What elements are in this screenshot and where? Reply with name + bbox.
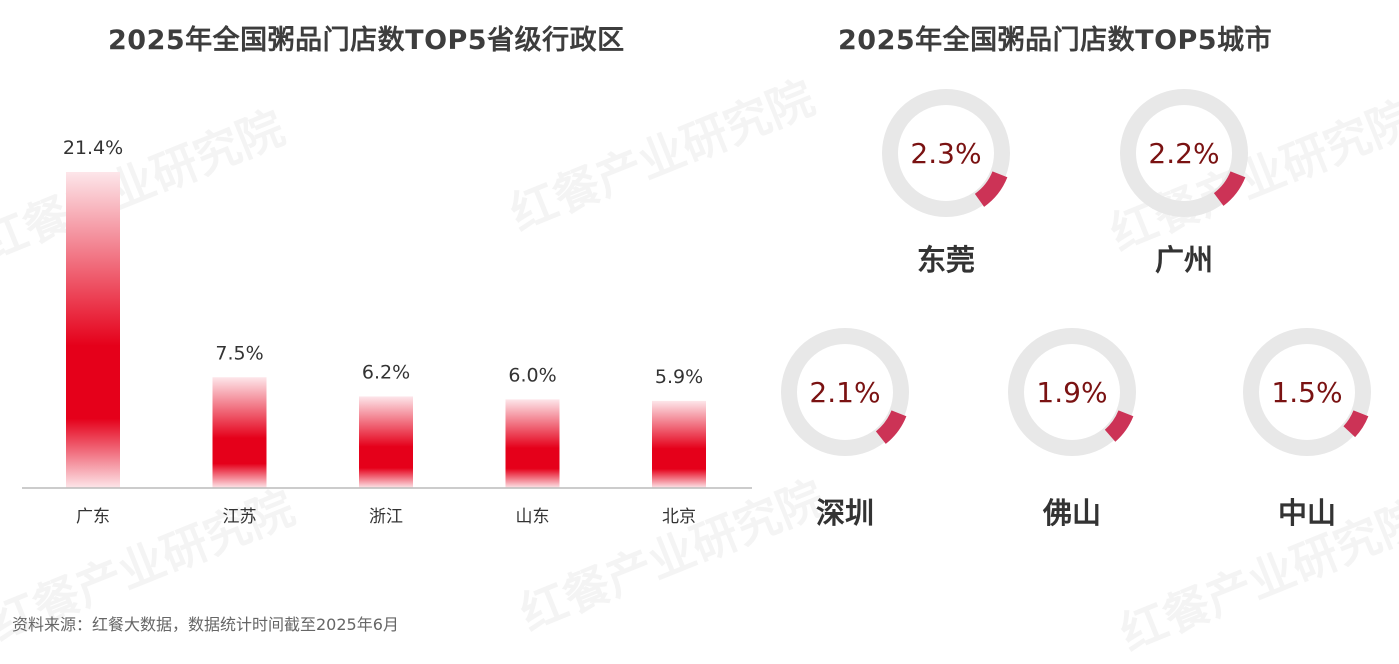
donut-ring	[781, 328, 909, 456]
donut-wedge	[1104, 410, 1134, 442]
donut-value-label: 2.2%	[1148, 136, 1220, 170]
donut-ring	[1243, 328, 1371, 456]
donut-wedge	[1213, 171, 1246, 206]
donut-中山: 1.5%	[1237, 322, 1377, 462]
donut-深圳: 2.1%	[775, 322, 915, 462]
city-label: 中山	[1277, 496, 1336, 530]
donut-value-label: 1.5%	[1271, 375, 1343, 409]
donut-ring	[1008, 328, 1136, 456]
donut-ring	[1120, 89, 1248, 217]
city-label: 佛山	[1042, 496, 1101, 530]
donut-value-label: 2.3%	[910, 136, 982, 170]
bar-value-label: 6.0%	[508, 364, 556, 386]
x-tick-label: 北京	[662, 507, 696, 527]
bar-江苏	[212, 377, 267, 488]
donut-佛山: 1.9%	[1002, 322, 1142, 462]
bar-山东	[505, 399, 560, 488]
bar-value-label: 6.2%	[362, 361, 410, 383]
x-tick-label: 浙江	[369, 507, 403, 527]
bar-value-label: 7.5%	[215, 342, 263, 364]
donut-ring	[882, 89, 1010, 217]
donut-wedge	[1343, 410, 1369, 438]
bar-value-label: 21.4%	[63, 137, 123, 159]
province-bar-chart: 21.4% 广东 7.5% 江苏 6.2% 浙江 6.0% 山东 5.9% 北京	[22, 137, 752, 527]
x-tick-label: 山东	[516, 507, 550, 527]
city-label: 广州	[1154, 243, 1213, 277]
donut-chart-title: 2025年全国粥品门店数TOP5城市	[838, 25, 1273, 56]
bar-浙江	[359, 396, 413, 488]
bar-广东	[66, 172, 120, 488]
donut-wedge	[974, 171, 1008, 207]
donut-广州: 2.2%	[1114, 83, 1254, 223]
x-tick-label: 广东	[76, 507, 110, 527]
bar-value-label: 5.9%	[655, 366, 703, 388]
donut-东莞: 2.3%	[876, 83, 1016, 223]
bar-chart-title: 2025年全国粥品门店数TOP5省级行政区	[108, 25, 625, 56]
donut-value-label: 2.1%	[809, 375, 881, 409]
data-source-note: 资料来源：红餐大数据，数据统计时间截至2025年6月	[12, 615, 399, 634]
donut-wedge	[875, 410, 907, 444]
city-label: 东莞	[916, 243, 975, 277]
donut-value-label: 1.9%	[1036, 375, 1108, 409]
city-label: 深圳	[815, 496, 874, 530]
bar-北京	[652, 400, 706, 488]
x-tick-label: 江苏	[223, 507, 257, 527]
